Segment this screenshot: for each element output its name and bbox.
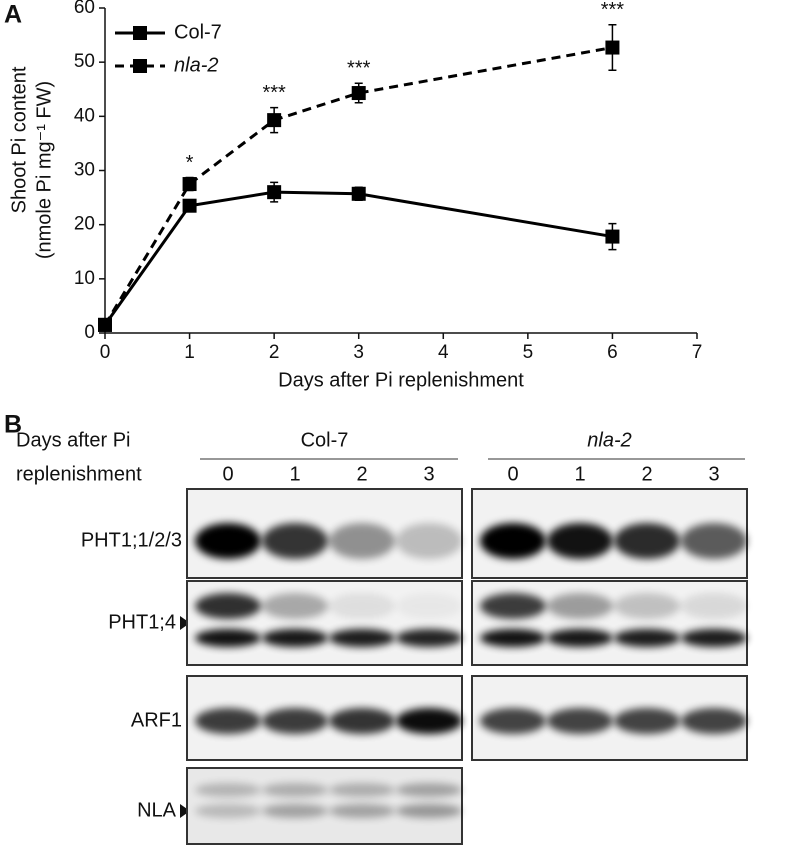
point bbox=[267, 113, 282, 128]
x-tick-label: 6 bbox=[607, 342, 618, 363]
blot-band bbox=[614, 708, 680, 734]
blot-band bbox=[195, 593, 261, 619]
y-tick-label: 20 bbox=[74, 214, 95, 235]
arrowhead bbox=[180, 804, 190, 818]
blot-header: Days after Pi bbox=[16, 429, 130, 451]
blot-band bbox=[262, 708, 328, 734]
blot-band bbox=[614, 593, 680, 619]
blot-band bbox=[329, 783, 395, 797]
panel-label: A bbox=[4, 1, 22, 29]
group-label: nla-2 bbox=[587, 429, 631, 451]
x-tick-label: 2 bbox=[269, 342, 280, 363]
series-line bbox=[103, 190, 613, 326]
significance: *** bbox=[262, 82, 286, 104]
row-label: NLA bbox=[137, 799, 177, 821]
point bbox=[267, 185, 282, 200]
blot-band bbox=[547, 523, 613, 559]
blot-band bbox=[547, 629, 613, 647]
lane-label: 1 bbox=[574, 463, 585, 485]
lane-label: 0 bbox=[222, 463, 233, 485]
point bbox=[182, 177, 197, 192]
x-tick-label: 5 bbox=[523, 342, 534, 363]
blot-band bbox=[547, 708, 613, 734]
blot-band bbox=[547, 593, 613, 619]
blot-band bbox=[614, 523, 680, 559]
blot-band bbox=[195, 783, 261, 797]
blot-band bbox=[262, 783, 328, 797]
blot-band bbox=[262, 593, 328, 619]
point bbox=[351, 86, 366, 101]
lane-label: 3 bbox=[423, 463, 434, 485]
legend-label: Col-7 bbox=[174, 21, 222, 43]
point bbox=[351, 186, 366, 201]
legend-marker bbox=[133, 26, 147, 40]
blot-band bbox=[480, 708, 546, 734]
row-label: PHT1;1/2/3 bbox=[81, 529, 182, 551]
blot-band bbox=[329, 804, 395, 818]
blot-band bbox=[195, 708, 261, 734]
blot-band bbox=[262, 804, 328, 818]
point bbox=[605, 40, 620, 55]
x-tick-label: 0 bbox=[100, 342, 111, 363]
legend-marker bbox=[133, 59, 147, 73]
point bbox=[182, 198, 197, 213]
blot-band bbox=[396, 629, 462, 647]
lane-label: 1 bbox=[289, 463, 300, 485]
lane-label: 3 bbox=[708, 463, 719, 485]
blot-band bbox=[195, 523, 261, 559]
significance: * bbox=[186, 152, 194, 174]
blot-band bbox=[681, 523, 747, 559]
y-tick-label: 50 bbox=[74, 51, 95, 72]
blot-band bbox=[480, 593, 546, 619]
blot-band bbox=[195, 804, 261, 818]
blot-band bbox=[396, 708, 462, 734]
blot-band bbox=[396, 804, 462, 818]
y-tick-label: 40 bbox=[74, 105, 95, 126]
blot-band bbox=[262, 629, 328, 647]
blot-band bbox=[329, 708, 395, 734]
y-tick-label: 60 bbox=[74, 0, 95, 18]
y-axis-label: (nmole Pi mg⁻¹ FW) bbox=[33, 81, 55, 259]
lane-label: 0 bbox=[507, 463, 518, 485]
x-tick-label: 1 bbox=[184, 342, 195, 363]
blot-band bbox=[329, 523, 395, 559]
blot-band bbox=[262, 523, 328, 559]
y-tick-label: 10 bbox=[74, 268, 95, 289]
lane-label: 2 bbox=[641, 463, 652, 485]
blot-band bbox=[480, 523, 546, 559]
row-label: ARF1 bbox=[131, 709, 182, 731]
blot-band bbox=[614, 629, 680, 647]
blot-band bbox=[396, 523, 462, 559]
x-axis-label: Days after Pi replenishment bbox=[278, 369, 524, 391]
significance: *** bbox=[347, 58, 371, 80]
x-tick-label: 3 bbox=[353, 342, 364, 363]
blot-band bbox=[681, 593, 747, 619]
blot-band bbox=[195, 629, 261, 647]
blot-band bbox=[329, 629, 395, 647]
blot-band bbox=[681, 708, 747, 734]
blot-band bbox=[480, 629, 546, 647]
blot-header: replenishment bbox=[16, 463, 142, 485]
legend-label: nla-2 bbox=[174, 54, 218, 76]
x-tick-label: 4 bbox=[438, 342, 449, 363]
blot-band bbox=[681, 629, 747, 647]
y-tick-label: 30 bbox=[74, 160, 95, 181]
point bbox=[98, 317, 112, 332]
blot-band bbox=[396, 783, 462, 797]
significance: *** bbox=[601, 0, 625, 21]
lane-label: 2 bbox=[356, 463, 367, 485]
row-label: PHT1;4 bbox=[108, 611, 176, 633]
x-tick-label: 7 bbox=[692, 342, 703, 363]
arrowhead bbox=[180, 616, 190, 630]
y-tick-label: 0 bbox=[84, 322, 95, 343]
blot-band bbox=[329, 593, 395, 619]
point bbox=[605, 229, 620, 244]
panel-label: B bbox=[4, 411, 22, 439]
group-label: Col-7 bbox=[301, 429, 349, 451]
blot-band bbox=[396, 593, 462, 619]
y-axis-label: Shoot Pi content bbox=[8, 66, 30, 213]
